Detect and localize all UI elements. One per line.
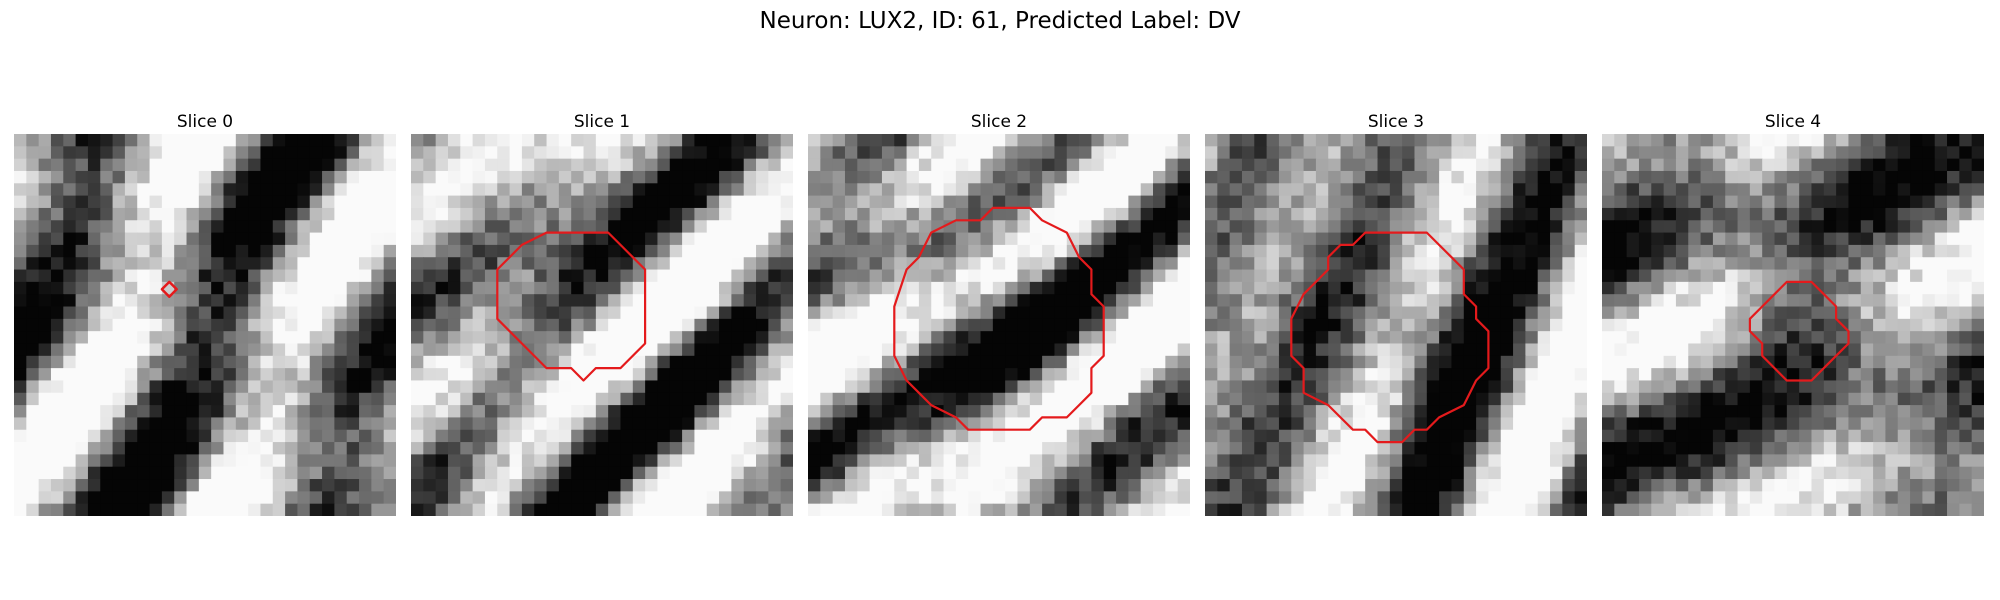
microscopy-image <box>14 134 396 516</box>
slice-panel: Slice 3 <box>1205 110 1587 516</box>
roi-contour <box>1748 280 1850 382</box>
figure-title: Neuron: LUX2, ID: 61, Predicted Label: D… <box>759 8 1241 34</box>
roi-contour <box>496 231 647 382</box>
roi-contour <box>160 280 178 298</box>
roi-contour <box>893 206 1105 431</box>
microscopy-image <box>1205 134 1587 516</box>
slice-panel: Slice 1 <box>411 110 793 516</box>
slice-title: Slice 1 <box>573 112 631 132</box>
slice-title: Slice 3 <box>1367 112 1425 132</box>
slice-title: Slice 4 <box>1764 112 1822 132</box>
slice-image <box>1602 134 1984 516</box>
microscopy-image <box>1602 134 1984 516</box>
slice-image <box>14 134 396 516</box>
slice-panel: Slice 4 <box>1602 110 1984 516</box>
slice-image <box>411 134 793 516</box>
slice-image <box>1205 134 1587 516</box>
roi-contour <box>1290 231 1490 444</box>
slice-panel: Slice 2 <box>808 110 1190 516</box>
microscopy-image <box>808 134 1190 516</box>
slice-image <box>808 134 1190 516</box>
slice-title: Slice 0 <box>176 112 234 132</box>
slice-panel: Slice 0 <box>14 110 396 516</box>
microscopy-image <box>411 134 793 516</box>
slice-title: Slice 2 <box>970 112 1028 132</box>
